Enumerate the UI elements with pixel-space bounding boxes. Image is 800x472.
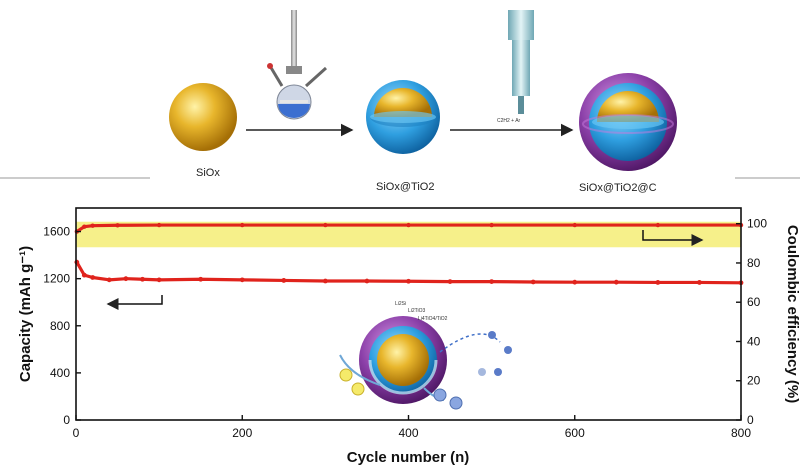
efficiency-point [655, 222, 661, 228]
x-tick-label: 0 [73, 426, 80, 440]
capacity-point [530, 279, 536, 285]
siox-tio2-label: SiOx@TiO2 [376, 181, 434, 193]
capacity-point [697, 280, 702, 285]
y2-axis-title: Coulombic efficiency (%) [784, 225, 800, 403]
capacity-point [281, 278, 287, 283]
capacity-point [140, 276, 145, 282]
efficiency-point [572, 222, 577, 228]
y-tick-label: 1600 [43, 225, 70, 239]
y2-tick-label: 60 [747, 295, 761, 309]
y2-ticks: 0 20 40 60 80 100 [736, 217, 767, 427]
efficiency-point [115, 223, 120, 228]
y-axis-title: Capacity (mAh g⁻¹) [17, 246, 34, 382]
y2-tick-label: 40 [747, 334, 761, 348]
y2-tick-label: 100 [747, 217, 767, 231]
capacity-point [156, 277, 162, 283]
capacity-point [74, 259, 80, 265]
y-tick-label: 400 [50, 366, 70, 380]
capacity-point [81, 272, 87, 278]
synthesis-scheme: SiOx SiOx@TiO2 C2H2 + Ar [0, 10, 800, 194]
reaction-flask-illustration [267, 10, 328, 120]
y2-tick-label: 0 [747, 413, 754, 427]
siox-core-sphere [169, 83, 237, 151]
x-axis-title: Cycle number (n) [347, 449, 470, 466]
y2-tick-label: 80 [747, 256, 761, 270]
x-tick-label: 600 [565, 426, 585, 440]
efficiency-point [323, 222, 328, 228]
inset-label-1: Li2Si [395, 301, 406, 307]
y-tick-label: 0 [63, 413, 70, 427]
capacity-point [239, 277, 245, 283]
capacity-point [613, 279, 619, 285]
x-ticks: 0 200 400 600 800 [73, 415, 751, 440]
siox-tio2-c-sphere [579, 73, 677, 171]
efficiency-axis-arrow [642, 230, 704, 246]
y-ticks: 0 400 800 1200 1600 [43, 225, 81, 427]
y2-tick-label: 20 [747, 374, 761, 388]
capacity-point [322, 278, 328, 284]
efficiency-point [406, 222, 411, 228]
x-tick-label: 400 [398, 426, 418, 440]
x-tick-label: 800 [731, 426, 751, 440]
inset-label-3: Li4TiO4/TiO2 [418, 316, 448, 322]
capacity-point [364, 278, 370, 284]
cvd-gas-label: C2H2 + Ar [497, 118, 521, 124]
efficiency-point [240, 222, 245, 228]
capacity-point [655, 280, 661, 285]
inset-label-2: Li2TiO3 [408, 308, 426, 314]
capacity-point [489, 279, 495, 285]
efficiency-point [90, 223, 95, 228]
capacity-point [198, 276, 204, 282]
siox-tio2-c-label: SiOx@TiO2@C [579, 182, 657, 194]
capacity-point [447, 279, 453, 285]
capacity-point [572, 279, 578, 285]
cvd-tube-illustration: C2H2 + Ar [497, 10, 534, 124]
cycling-chart: 0 200 400 600 800 0 400 800 1200 1600 0 20 40 60 80 1… [17, 207, 800, 466]
efficiency-point [156, 222, 162, 228]
efficiency-point [82, 224, 87, 229]
y-tick-label: 800 [50, 319, 70, 333]
capacity-point [106, 277, 112, 283]
data-points [74, 222, 744, 286]
capacity-axis-arrow [106, 295, 163, 310]
capacity-point [406, 278, 411, 284]
y-tick-label: 1200 [43, 272, 70, 286]
siox-label: SiOx [196, 167, 220, 179]
lithiation-inset-illustration: Li2Si Li2TiO3 Li4TiO4/TiO2 [339, 301, 512, 410]
x-tick-label: 200 [232, 426, 252, 440]
capacity-point [90, 275, 96, 280]
siox-tio2-sphere [366, 80, 440, 154]
capacity-point [123, 276, 129, 282]
efficiency-point [489, 222, 494, 228]
